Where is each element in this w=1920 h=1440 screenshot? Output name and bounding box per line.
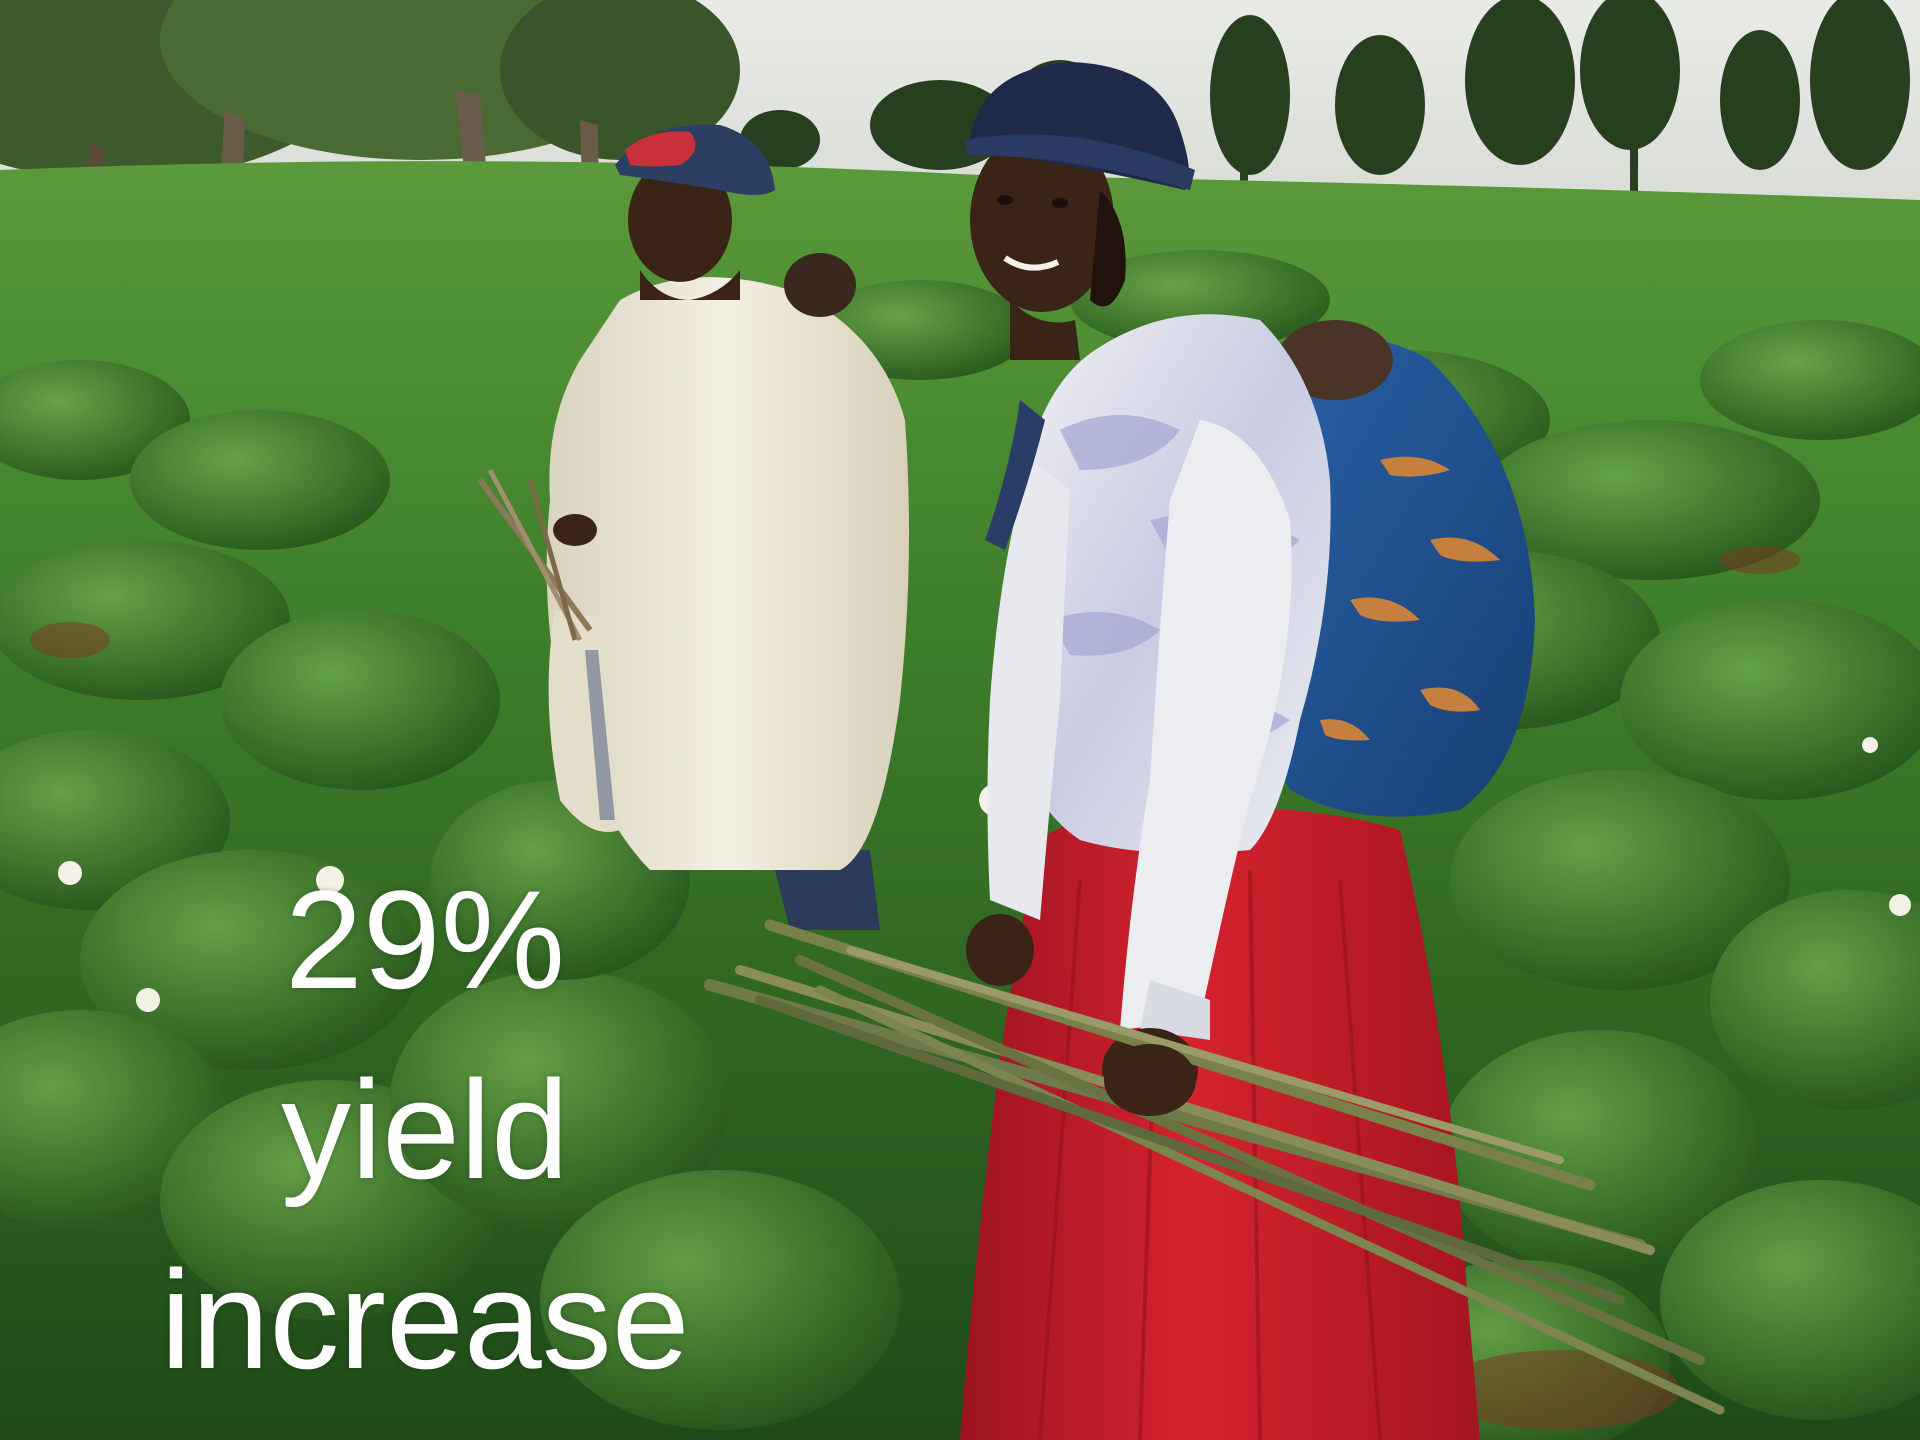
woman-right	[960, 62, 1535, 1440]
soil-patches	[30, 546, 1800, 1430]
bundle-of-sticks	[704, 919, 1725, 1415]
caption-line-percent: 29%	[284, 861, 566, 1018]
yield-caption: 29% yield increase	[80, 845, 770, 1415]
woman-left	[477, 124, 909, 930]
caption-line-yield: yield	[281, 1051, 569, 1208]
caption-line-increase: increase	[160, 1241, 690, 1398]
